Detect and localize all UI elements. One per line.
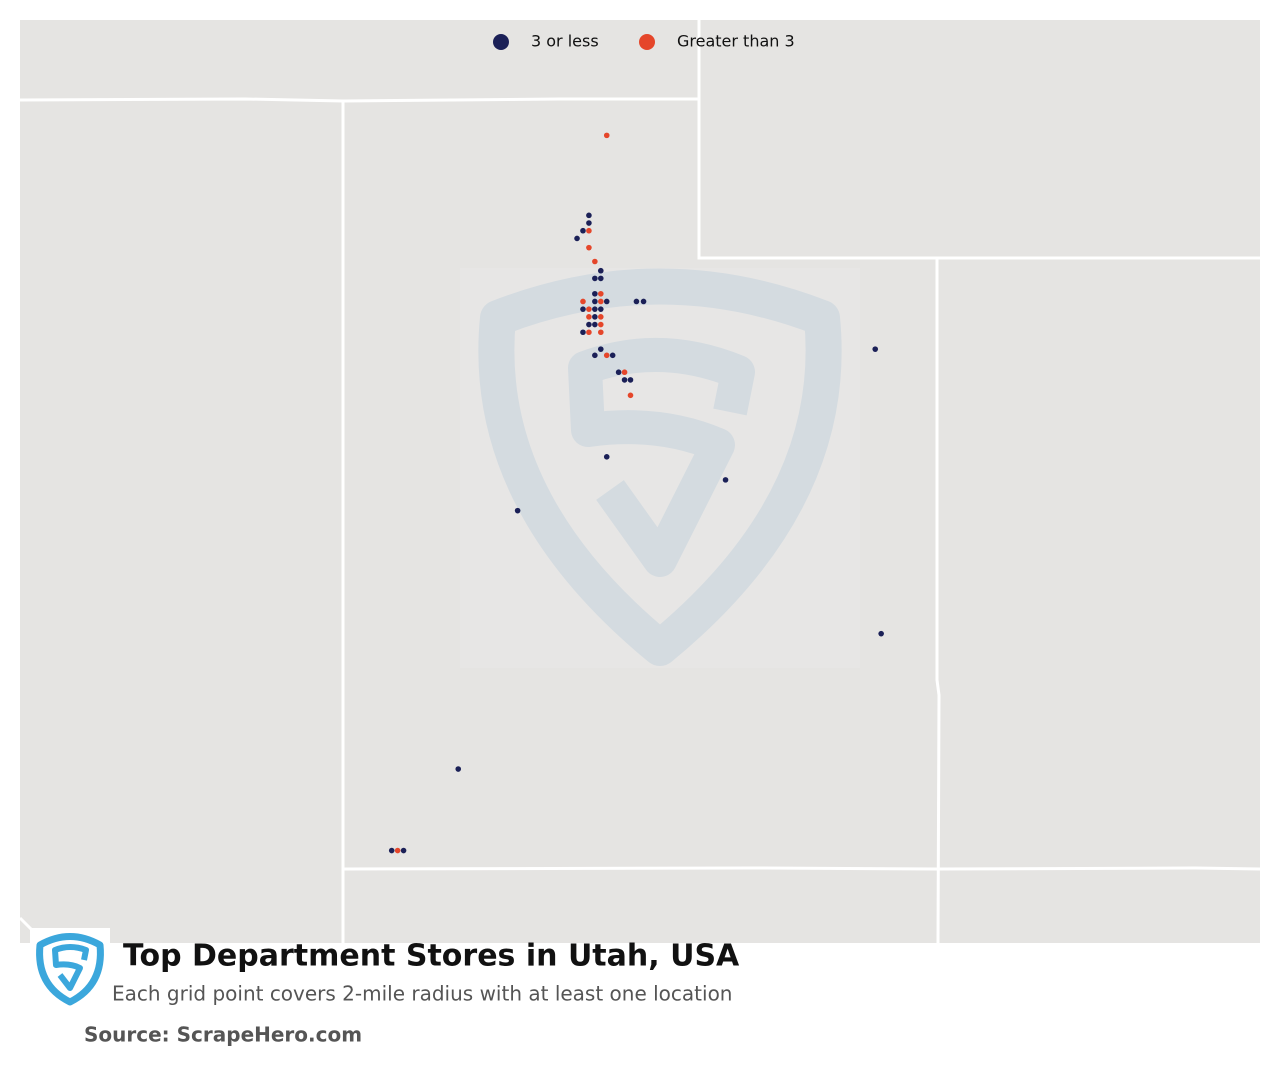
store-point xyxy=(580,306,586,312)
store-point xyxy=(640,298,647,305)
store-point xyxy=(597,346,604,352)
store-point xyxy=(586,329,592,336)
source: Source: ScrapeHero.com xyxy=(84,1023,362,1047)
points xyxy=(388,132,884,854)
store-point xyxy=(586,227,592,234)
store-point xyxy=(388,847,395,854)
subtitle: Each grid point covers 2-mile radius wit… xyxy=(112,982,732,1006)
legend-label: Greater than 3 xyxy=(677,32,795,51)
store-point xyxy=(592,298,598,305)
store-point xyxy=(580,227,586,234)
store-point xyxy=(592,321,598,328)
store-point xyxy=(621,369,628,376)
store-point xyxy=(574,235,580,242)
store-point xyxy=(580,329,586,336)
store-point xyxy=(400,847,407,854)
store-point xyxy=(603,352,610,359)
store-point xyxy=(597,314,604,320)
store-point xyxy=(627,377,634,383)
store-point xyxy=(597,275,604,282)
legend: 3 or less Greater than 3 xyxy=(493,32,795,51)
store-point xyxy=(633,298,640,305)
store-point xyxy=(597,329,604,336)
store-point xyxy=(597,267,604,274)
store-point xyxy=(592,352,598,359)
store-point xyxy=(627,392,634,399)
store-point xyxy=(455,766,462,772)
store-point xyxy=(592,275,598,282)
store-point xyxy=(586,321,592,328)
store-point xyxy=(586,306,592,312)
store-point xyxy=(586,212,592,219)
legend-label: 3 or less xyxy=(531,32,599,51)
store-point xyxy=(592,306,598,312)
store-point xyxy=(603,454,610,460)
store-point xyxy=(615,369,622,376)
store-point xyxy=(514,507,521,514)
logo xyxy=(30,928,110,1008)
store-point xyxy=(603,298,610,305)
store-point xyxy=(597,298,604,305)
store-point xyxy=(586,244,592,251)
store-point xyxy=(586,314,592,320)
legend-marker xyxy=(639,34,655,50)
store-point xyxy=(872,346,879,352)
store-point xyxy=(878,630,884,637)
store-point xyxy=(592,258,598,265)
store-point xyxy=(597,306,604,312)
store-point xyxy=(586,220,592,226)
legend-marker xyxy=(493,34,509,50)
store-point xyxy=(603,132,610,139)
state-borders xyxy=(18,20,1261,944)
store-point xyxy=(597,290,604,297)
store-point xyxy=(592,290,598,297)
store-point xyxy=(580,298,586,305)
store-point xyxy=(722,477,729,483)
store-point xyxy=(597,321,604,328)
store-point xyxy=(592,314,598,320)
title: Top Department Stores in Utah, USA xyxy=(123,939,740,974)
store-point xyxy=(394,847,401,854)
store-point xyxy=(609,352,616,359)
store-point xyxy=(621,377,628,383)
watermark xyxy=(460,268,860,668)
